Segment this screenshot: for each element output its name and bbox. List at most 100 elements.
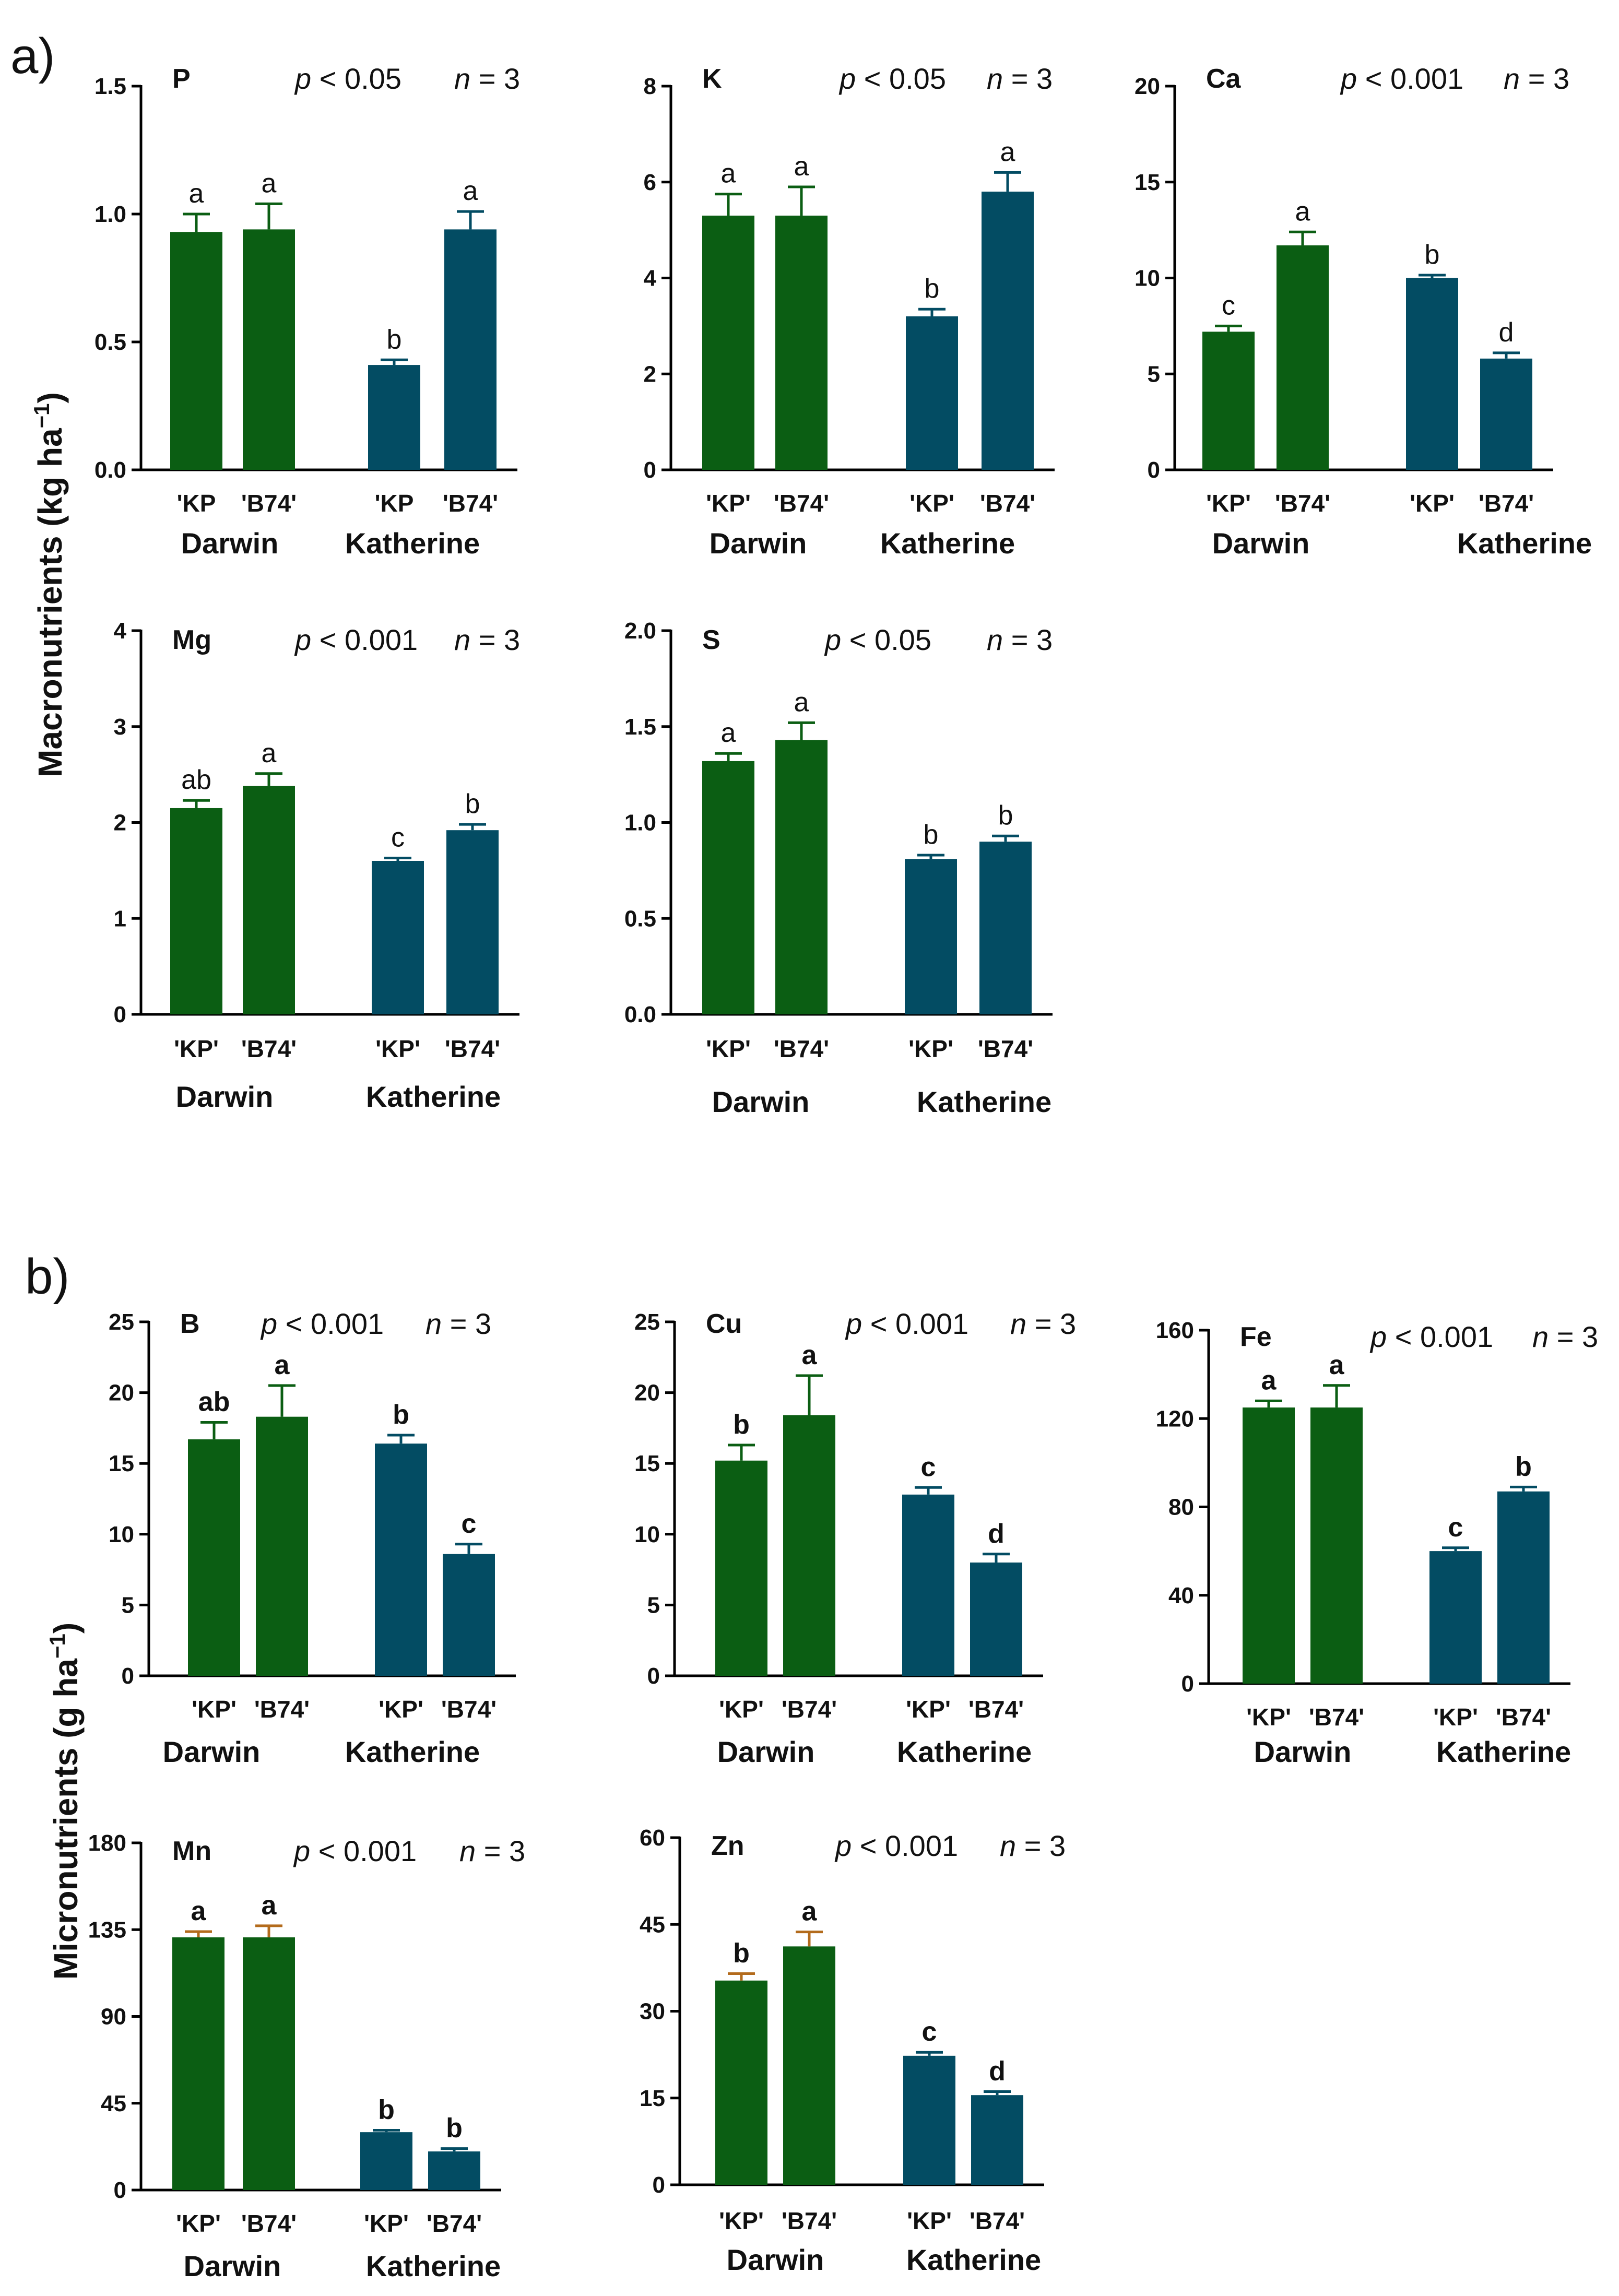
- bar-P-3: [444, 229, 497, 470]
- sig-letter: a: [1000, 137, 1015, 167]
- p-value: p < 0.001: [260, 1307, 384, 1340]
- chart-Ca: 0 5 10 15 20 c 'KP' a 'B74' b 'KP' d 'B74' Darwin Kath…: [1135, 62, 1592, 560]
- y-tick-label: 0.0: [94, 457, 126, 483]
- y-axis-label-macro: Macronutrients (kg ha−1): [29, 392, 69, 777]
- y-tick-label: 1.5: [624, 714, 656, 740]
- bar-Mg-2: [372, 861, 424, 1014]
- p-value: p < 0.001: [1340, 62, 1463, 95]
- category-label: 'B74': [1479, 490, 1534, 517]
- y-tick-label: 0: [122, 1663, 134, 1689]
- category-label: 'KP': [706, 490, 751, 517]
- bar-S-1: [775, 740, 828, 1014]
- y-tick-label: 3: [114, 714, 126, 740]
- y-tick-label: 25: [634, 1309, 660, 1335]
- sig-letter: b: [1515, 1451, 1532, 1482]
- category-label: 'KP': [719, 1696, 764, 1723]
- bar-S-0: [702, 761, 754, 1014]
- sig-letter: ab: [198, 1387, 230, 1417]
- category-label: 'B74': [980, 490, 1035, 517]
- category-label: 'KP': [379, 1696, 423, 1723]
- n-value: n = 3: [426, 1307, 491, 1340]
- n-value: n = 3: [1010, 1307, 1076, 1340]
- bar-Zn-1: [783, 1946, 835, 2185]
- category-label: 'KP: [177, 490, 216, 517]
- charts-container: 0.0 0.5 1.0 1.5 a 'KP a 'B74' b 'KP a 'B74' Darwin Ka…: [88, 62, 1599, 2282]
- p-value: p < 0.05: [824, 623, 931, 656]
- category-label: 'KP': [192, 1696, 237, 1723]
- n-value: n = 3: [459, 1835, 525, 1867]
- panel-label-a: a): [10, 28, 55, 84]
- category-label: 'B74': [1496, 1703, 1551, 1731]
- category-label: 'B74': [978, 1035, 1033, 1062]
- sig-letter: b: [925, 274, 940, 304]
- p-value: p < 0.001: [294, 623, 418, 656]
- category-label: 'B74': [774, 490, 829, 517]
- bar-Ca-1: [1277, 245, 1329, 470]
- group-label: Darwin: [163, 1735, 261, 1768]
- bar-Cu-1: [783, 1415, 835, 1676]
- sig-letter: a: [794, 687, 809, 717]
- bar-Mg-1: [243, 786, 295, 1014]
- sig-letter: b: [733, 1410, 750, 1440]
- sig-letter: c: [921, 1452, 936, 1482]
- bar-Zn-0: [715, 1980, 767, 2185]
- bar-K-2: [906, 316, 958, 470]
- bar-Fe-2: [1429, 1551, 1482, 1684]
- y-tick-label: 0.0: [624, 1002, 656, 1027]
- group-label: Darwin: [710, 527, 807, 560]
- y-tick-label: 0.5: [624, 906, 656, 931]
- category-label: 'B74': [1275, 490, 1330, 517]
- y-tick-label: 10: [1135, 266, 1160, 291]
- group-label: Katherine: [917, 1085, 1051, 1118]
- group-label: Katherine: [345, 527, 480, 560]
- n-value: n = 3: [987, 623, 1053, 656]
- y-tick-label: 90: [101, 2004, 126, 2030]
- y-tick-label: 8: [644, 74, 656, 99]
- element-label: B: [180, 1309, 200, 1339]
- category-label: 'KP': [1206, 490, 1251, 517]
- bar-K-3: [982, 192, 1034, 470]
- bar-Ca-3: [1480, 358, 1532, 470]
- sig-letter: b: [446, 2113, 463, 2144]
- y-tick-label: 180: [88, 1830, 126, 1856]
- bar-P-1: [243, 229, 295, 470]
- y-tick-label: 2: [114, 810, 126, 836]
- element-label: P: [172, 64, 191, 94]
- bar-Cu-2: [902, 1494, 954, 1676]
- category-label: 'KP': [908, 1035, 953, 1062]
- y-tick-label: 0: [114, 2177, 126, 2203]
- group-label: Darwin: [176, 1080, 274, 1113]
- bar-P-0: [170, 232, 222, 470]
- sig-letter: a: [191, 1896, 207, 1926]
- category-label: 'KP': [1433, 1703, 1478, 1731]
- y-tick-label: 25: [109, 1309, 134, 1335]
- category-label: 'KP: [375, 490, 414, 517]
- bar-Cu-3: [970, 1563, 1022, 1676]
- y-tick-label: 1.0: [624, 810, 656, 836]
- sig-letter: d: [989, 2056, 1006, 2087]
- sig-letter: b: [387, 324, 402, 354]
- n-value: n = 3: [454, 623, 520, 656]
- chart-Mn: 0 45 90 135 180 a 'KP' a 'B74' b 'KP' b 'B74' Darwin K…: [88, 1830, 526, 2282]
- bar-Zn-3: [971, 2095, 1023, 2185]
- bar-Ca-2: [1406, 278, 1458, 470]
- chart-Cu: 0 5 10 15 20 25 b 'KP' a 'B74' c 'KP' d 'B74' Darwin Ka…: [634, 1307, 1076, 1768]
- sig-letter: d: [1499, 317, 1514, 348]
- y-tick-label: 45: [101, 2091, 126, 2116]
- group-label: Katherine: [897, 1735, 1032, 1768]
- sig-letter: a: [794, 151, 809, 182]
- group-label: Darwin: [712, 1085, 810, 1118]
- sig-letter: c: [1448, 1512, 1463, 1543]
- category-label: 'KP': [176, 2210, 221, 2237]
- sig-letter: c: [922, 2017, 937, 2047]
- sig-letter: a: [262, 168, 277, 198]
- category-label: 'KP': [907, 2207, 952, 2234]
- y-tick-label: 20: [1135, 74, 1160, 99]
- category-label: 'KP': [1246, 1703, 1291, 1731]
- category-label: 'B74': [443, 490, 498, 517]
- sig-letter: b: [998, 800, 1013, 831]
- element-label: Zn: [711, 1831, 744, 1861]
- y-tick-label: 0: [644, 457, 656, 483]
- group-label: Katherine: [366, 2250, 501, 2282]
